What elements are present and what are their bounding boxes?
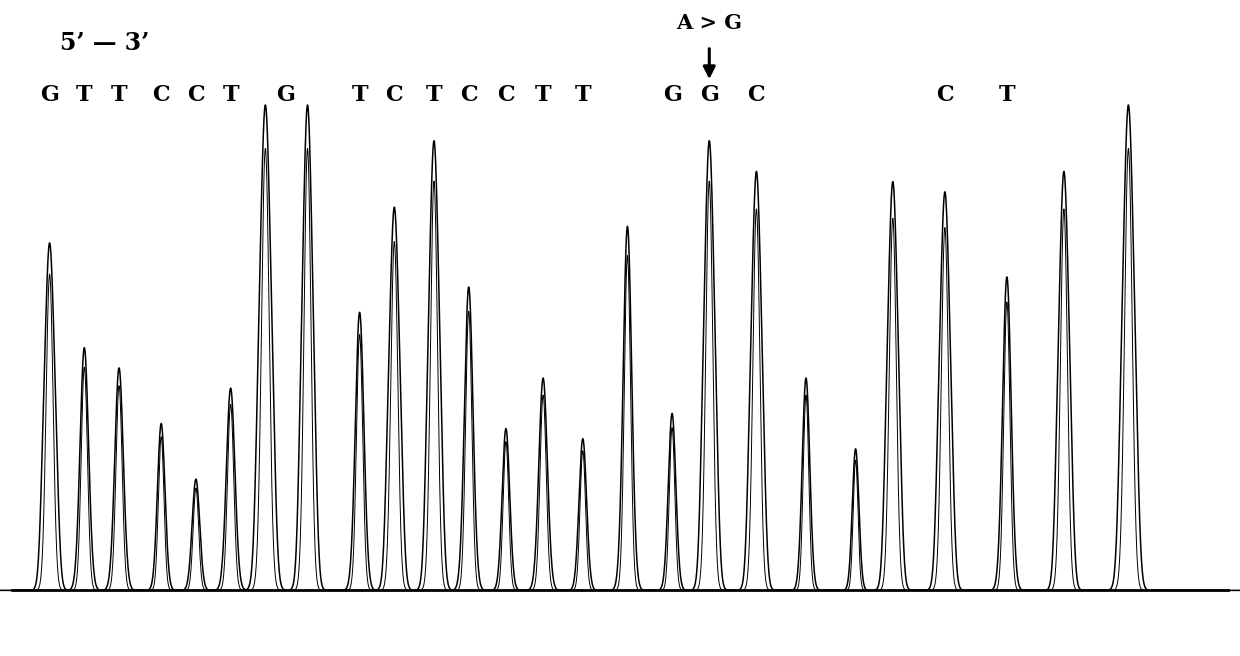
Text: C: C: [936, 84, 954, 106]
Text: T: T: [76, 84, 93, 106]
Text: T: T: [574, 84, 591, 106]
Text: T: T: [425, 84, 443, 106]
Text: T: T: [351, 84, 368, 106]
Text: 5’ — 3’: 5’ — 3’: [60, 31, 149, 54]
Text: C: C: [497, 84, 515, 106]
Text: C: C: [460, 84, 477, 106]
Text: A > G: A > G: [676, 13, 743, 33]
Text: G: G: [662, 84, 682, 106]
Text: T: T: [110, 84, 128, 106]
Text: G: G: [699, 84, 719, 106]
Text: C: C: [386, 84, 403, 106]
Text: T: T: [534, 84, 552, 106]
Text: G: G: [40, 84, 60, 106]
Text: C: C: [153, 84, 170, 106]
Text: G: G: [275, 84, 295, 106]
Text: C: C: [748, 84, 765, 106]
Text: T: T: [222, 84, 239, 106]
Text: T: T: [998, 84, 1016, 106]
Text: C: C: [187, 84, 205, 106]
